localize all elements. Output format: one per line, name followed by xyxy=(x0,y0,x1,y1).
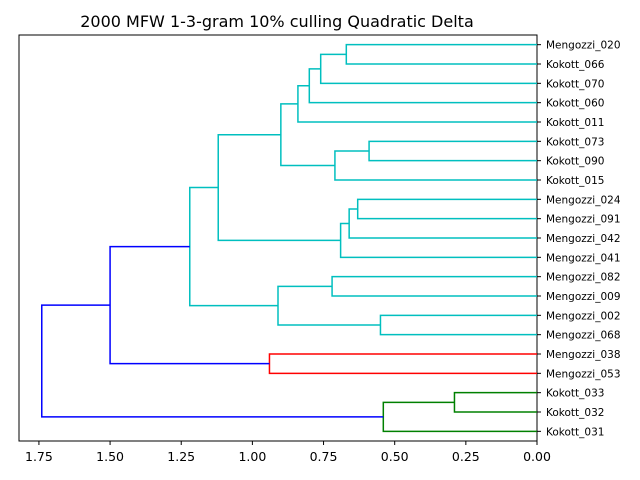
dendrogram-link-m8 xyxy=(356,198,537,220)
leaf-label: Mengozzi_024 xyxy=(546,194,621,206)
leaf-label: Kokott_015 xyxy=(546,175,604,187)
leaf-label: Kokott_031 xyxy=(546,426,604,438)
x-tick-label: 1.75 xyxy=(25,449,53,464)
leaf-label: Mengozzi_042 xyxy=(546,233,621,245)
dendrogram-link-m12 xyxy=(331,275,537,297)
leaf-label: Mengozzi_053 xyxy=(546,368,621,380)
dendrogram-link-m5 xyxy=(368,140,537,162)
dendrogram-link-m18 xyxy=(453,391,537,413)
dendrogram-link-m14 xyxy=(277,285,381,326)
dendrogram-link-m17 xyxy=(109,245,270,365)
leaf-label: Mengozzi_091 xyxy=(546,214,621,226)
leaf-ticks xyxy=(537,44,541,432)
x-axis: 1.75 1.50 1.25 1.00 0.75 0.50 0.25 0.00 xyxy=(25,441,551,464)
x-tick-label: 0.00 xyxy=(523,449,551,464)
leaf-label: Mengozzi_068 xyxy=(546,330,621,342)
leaf-label: Mengozzi_009 xyxy=(546,291,621,303)
x-tick-label: 0.75 xyxy=(310,449,338,464)
x-tick-label: 1.00 xyxy=(238,449,266,464)
x-tick-label: 1.25 xyxy=(167,449,195,464)
leaf-labels: Mengozzi_020 Kokott_066 Kokott_070 Kokott_0… xyxy=(546,40,621,439)
leaf-label: Kokott_090 xyxy=(546,156,604,168)
dendrogram-link-m20 xyxy=(41,304,384,418)
leaf-label: Mengozzi_041 xyxy=(546,252,621,264)
dendrogram-link-m10 xyxy=(339,222,537,259)
leaf-label: Mengozzi_082 xyxy=(546,272,621,284)
leaf-label: Kokott_011 xyxy=(546,117,604,129)
dendrogram-link-m4 xyxy=(297,85,537,123)
dendrogram-link-m11 xyxy=(217,133,341,242)
leaf-label: Kokott_066 xyxy=(546,59,605,71)
dendrogram-links xyxy=(41,43,537,433)
leaf-label: Kokott_060 xyxy=(546,98,604,110)
leaf-label: Kokott_070 xyxy=(546,78,604,90)
leaf-label: Kokott_033 xyxy=(546,388,604,400)
x-tick-label: 0.50 xyxy=(381,449,409,464)
dendrogram-link-m6 xyxy=(334,150,537,181)
leaf-label: Mengozzi_038 xyxy=(546,349,621,361)
leaf-label: Mengozzi_002 xyxy=(546,310,621,322)
chart-title: 2000 MFW 1-3-gram 10% culling Quadratic … xyxy=(80,12,474,31)
leaf-label: Kokott_073 xyxy=(546,136,604,148)
dendrogram-link-m1 xyxy=(345,43,537,65)
leaf-label: Kokott_032 xyxy=(546,407,604,419)
leaf-label: Mengozzi_020 xyxy=(546,40,621,52)
dendrogram-link-m16 xyxy=(268,353,537,375)
dendrogram-link-m3 xyxy=(308,68,537,104)
x-tick-label: 1.50 xyxy=(96,449,124,464)
dendrogram-link-m9 xyxy=(348,208,537,239)
dendrogram-link-m2 xyxy=(319,53,537,85)
dendrogram-link-m13 xyxy=(379,314,537,336)
dendrogram-link-m15 xyxy=(189,186,278,307)
dendrogram-link-m19 xyxy=(382,401,537,433)
x-tick-label: 0.25 xyxy=(452,449,480,464)
dendrogram-link-m7 xyxy=(280,103,335,167)
